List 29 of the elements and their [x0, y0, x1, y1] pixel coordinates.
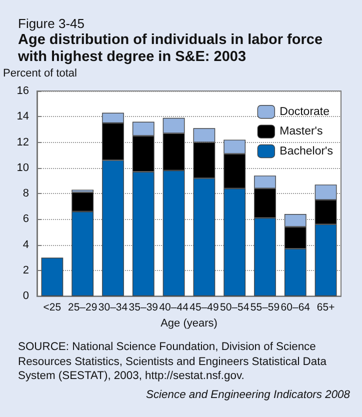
y-tick-label: 0: [22, 290, 29, 302]
y-tick-label: 10: [16, 162, 29, 174]
x-tick-label: 60–64: [280, 302, 310, 314]
x-axis-title: Age (years): [160, 318, 218, 330]
y-tick-label: 12: [16, 136, 29, 148]
chart-subtitle: Figure 3-45: [18, 16, 84, 31]
y-tick-label: 8: [22, 188, 29, 200]
y-tick-label: 16: [16, 85, 29, 97]
x-tick-label: 40–44: [159, 302, 189, 314]
x-tick-label: 35–39: [128, 302, 158, 314]
x-tick-label: 55–59: [250, 302, 280, 314]
y-tick-label: 6: [22, 213, 29, 226]
source-note: SOURCE: National Science Foundation, Division of Science Resources Statistics, Scientists and Engineers Statistical Data System (SESTAT), 2003, http://sestat.nsf.gov.: [18, 340, 328, 384]
y-tick-label: 2: [22, 264, 29, 276]
y-axis-title: Percent of total: [3, 68, 77, 80]
x-tick-label: 30–34: [98, 302, 128, 314]
text: Science and Engineering Indicators 2008: [146, 389, 350, 401]
legend-label: Bachelor's: [280, 145, 334, 158]
legend-label: Master's: [280, 126, 324, 138]
bar: [41, 258, 64, 296]
x-tick-label: 45–49: [190, 302, 219, 314]
x-tick-label: 50–54: [220, 302, 250, 314]
legend-label: Doctorate: [280, 106, 330, 118]
x-tick-label: 65+: [316, 302, 335, 314]
x-tick-label: <25: [43, 302, 62, 314]
x-tick-label: 25–29: [68, 302, 98, 314]
y-tick-label: 4: [22, 238, 29, 251]
chart-title: Age distribution of individuals in labor force with highest degree in S&E: 2003: [18, 32, 324, 66]
y-tick-label: 14: [16, 110, 29, 123]
